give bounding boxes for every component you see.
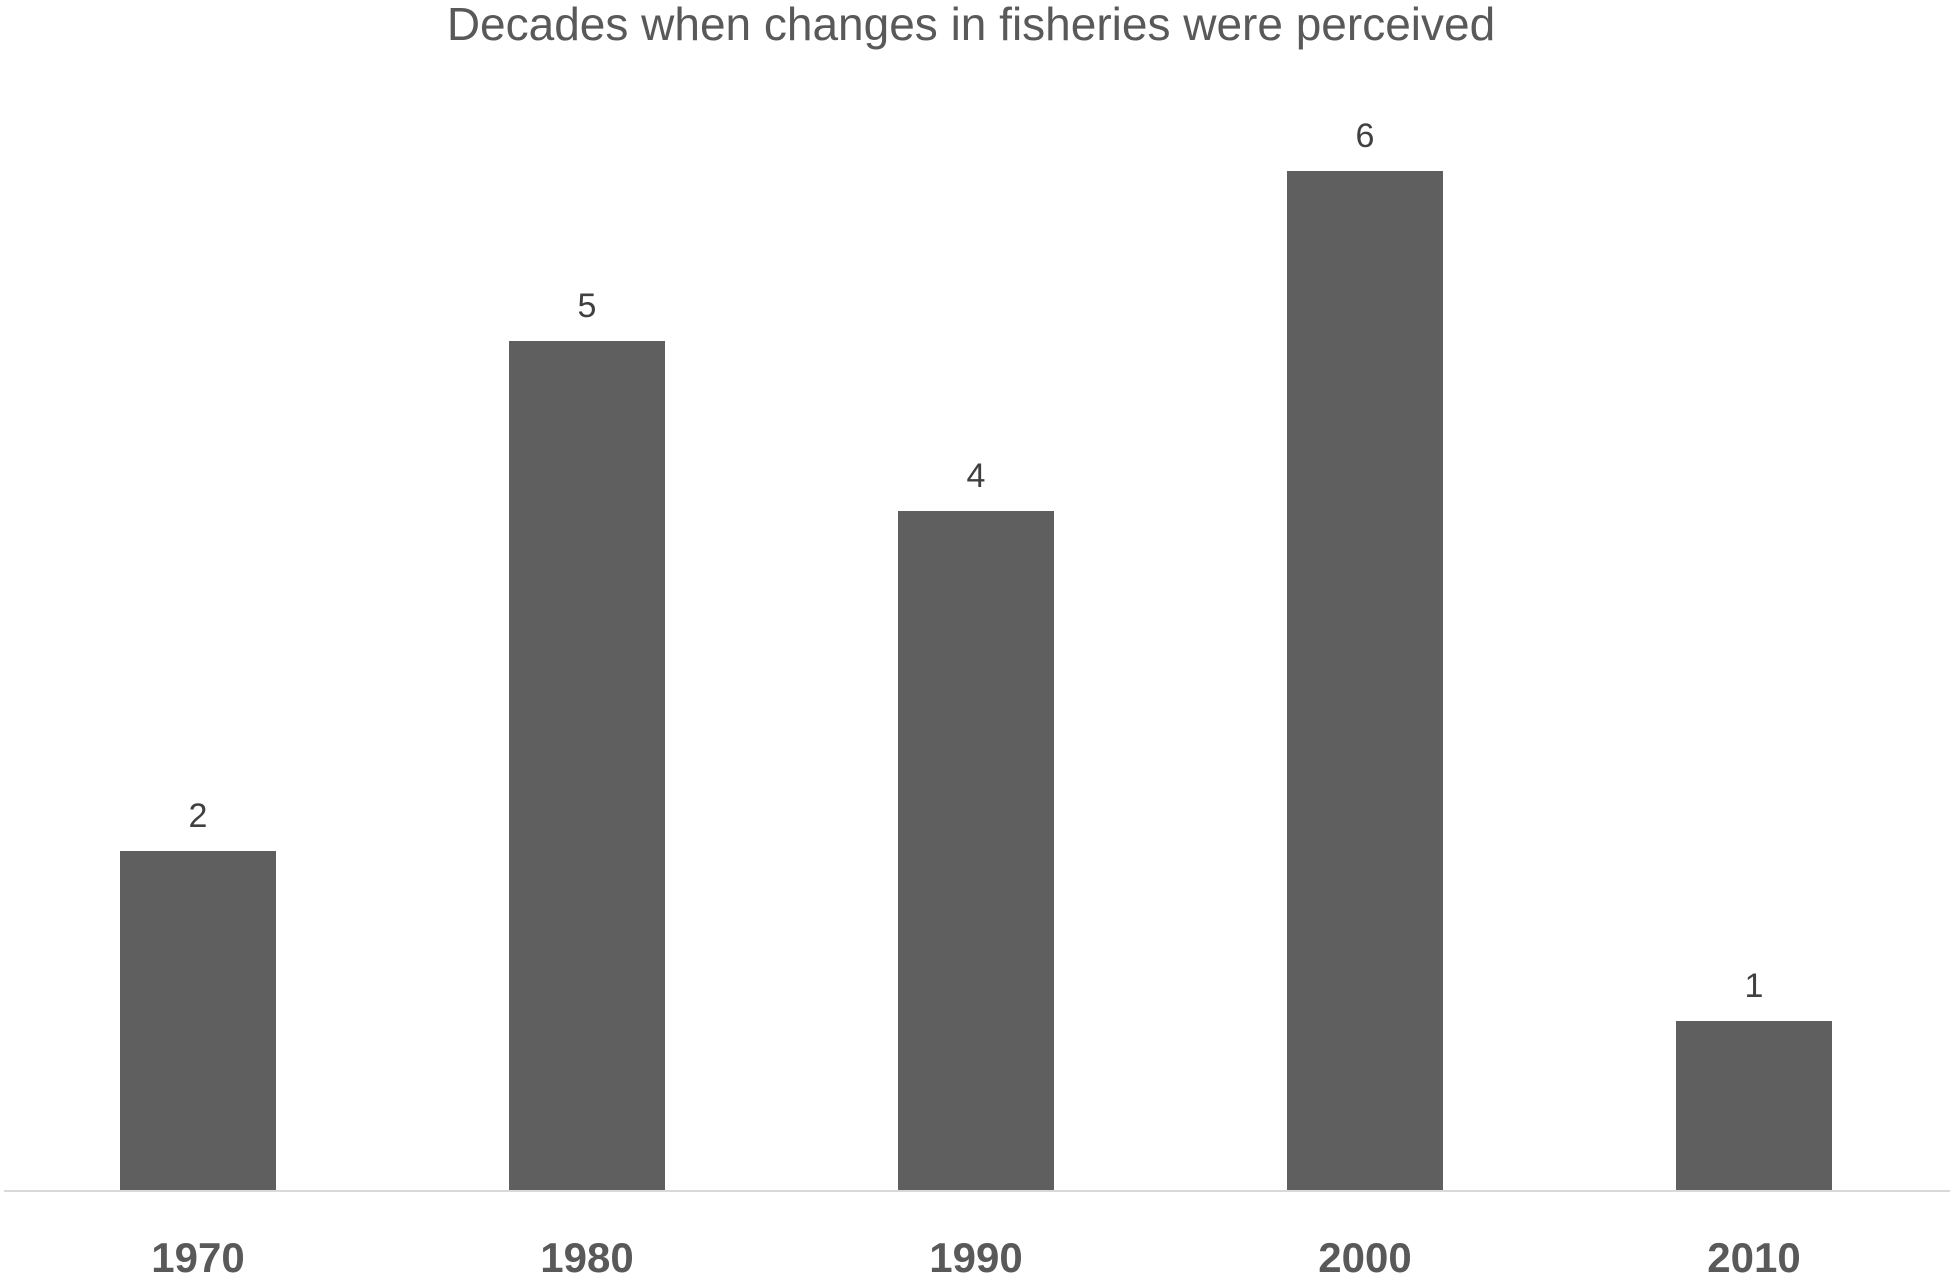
x-tick-label-1970: 1970 [151,1234,244,1277]
x-tick-label-1990: 1990 [929,1234,1022,1277]
data-label-1990: 4 [967,457,986,495]
chart-title: Decades when changes in fisheries were p… [447,0,1495,50]
data-label-2010: 1 [1745,967,1764,1005]
x-tick-label-2010: 2010 [1707,1234,1800,1277]
x-tick-label-2000: 2000 [1318,1234,1411,1277]
bars-layer [120,171,1832,1191]
x-tick-labels: 1970 1980 1990 2000 2010 [151,1234,1800,1277]
data-labels-layer: 2 5 4 6 1 [189,117,1764,1005]
data-label-2000: 6 [1356,117,1375,155]
bar-1970 [120,851,276,1191]
bar-1990 [898,511,1054,1191]
bar-2010 [1676,1021,1832,1191]
bar-2000 [1287,171,1443,1191]
x-tick-label-1980: 1980 [540,1234,633,1277]
data-label-1980: 5 [578,287,597,325]
data-label-1970: 2 [189,797,208,835]
bar-1980 [509,341,665,1191]
